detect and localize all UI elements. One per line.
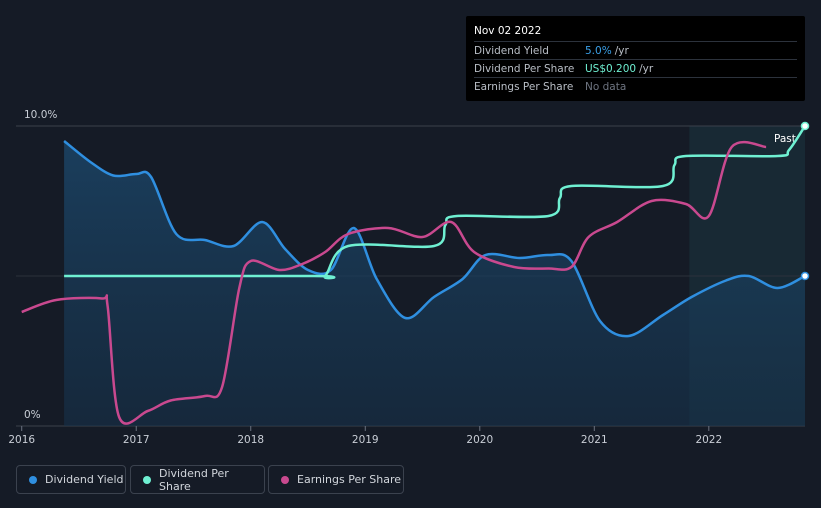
y-axis-bottom-label: 0% xyxy=(24,409,41,421)
tooltip-value: No data xyxy=(585,81,627,93)
legend-label: Dividend Yield xyxy=(45,473,124,486)
x-tick-layer: 2016 2017 2018 2019 2020 2021 2022 xyxy=(8,426,722,446)
earnings-per-share-line xyxy=(21,140,767,425)
legend-item-earnings-per-share[interactable]: Earnings Per Share xyxy=(268,465,404,494)
tooltip-label: Earnings Per Share xyxy=(474,81,574,93)
tooltip-card: Nov 02 2022 Dividend Yield 5.0%/yr Divid… xyxy=(466,16,805,101)
tooltip-row-dividend-yield: Dividend Yield 5.0%/yr xyxy=(474,41,797,59)
x-tick-label: 2018 xyxy=(237,434,264,446)
x-tick-label: 2017 xyxy=(123,434,150,446)
tooltip-row-dividend-per-share: Dividend Per Share US$0.200/yr xyxy=(474,59,797,77)
tooltip-row-earnings-per-share: Earnings Per Share No data xyxy=(474,77,797,95)
tooltip-value: US$0.200/yr xyxy=(585,63,654,75)
dividend-per-share-line xyxy=(64,125,807,280)
x-tick-label: 2021 xyxy=(581,434,608,446)
dividend-yield-end-marker xyxy=(800,271,810,281)
x-tick-label: 2019 xyxy=(352,434,379,446)
legend-dot-icon xyxy=(281,475,289,484)
tooltip-date: Nov 02 2022 xyxy=(474,25,542,37)
legend-label: Earnings Per Share xyxy=(297,473,402,486)
x-tick-label: 2016 xyxy=(8,434,35,446)
tooltip-label: Dividend Yield xyxy=(474,45,549,57)
y-axis-top-label: 10.0% xyxy=(24,109,57,121)
series-layer xyxy=(21,121,810,426)
dividend-yield-line xyxy=(63,140,806,338)
legend-item-dividend-per-share[interactable]: Dividend Per Share xyxy=(130,465,265,494)
dividend-yield-area xyxy=(64,141,805,426)
legend-dot-icon xyxy=(29,475,37,484)
past-label: Past xyxy=(774,133,796,145)
legend-dot-icon xyxy=(143,475,151,484)
tooltip-label: Dividend Per Share xyxy=(474,63,575,75)
tooltip-value: 5.0%/yr xyxy=(585,45,629,57)
dividend-per-share-end-marker xyxy=(800,121,810,131)
legend-item-dividend-yield[interactable]: Dividend Yield xyxy=(16,465,126,494)
x-tick-label: 2022 xyxy=(695,434,722,446)
legend-label: Dividend Per Share xyxy=(159,466,229,493)
x-tick-label: 2020 xyxy=(466,434,493,446)
